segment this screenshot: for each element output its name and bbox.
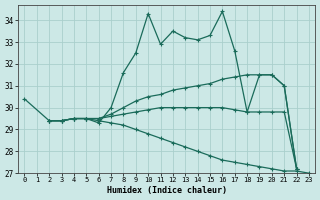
X-axis label: Humidex (Indice chaleur): Humidex (Indice chaleur) [107,186,227,195]
